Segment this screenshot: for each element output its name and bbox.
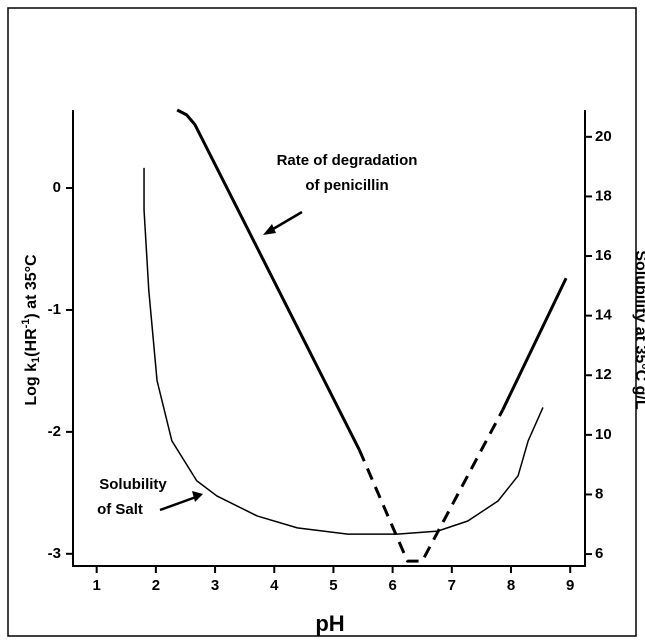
y-label-part: ) at 35°C bbox=[23, 254, 40, 319]
y-tick-label: -2 bbox=[48, 423, 61, 440]
x-tick-label: 4 bbox=[270, 577, 279, 594]
annotation: Solubility bbox=[99, 476, 167, 493]
x-tick-label: 8 bbox=[507, 577, 515, 594]
y2-tick-label: 8 bbox=[595, 485, 603, 502]
y2-tick-label: 16 bbox=[595, 247, 612, 264]
y-label-part: Log k bbox=[23, 363, 40, 406]
y-tick-label: -1 bbox=[48, 301, 61, 318]
arrow bbox=[159, 495, 197, 512]
arrowhead bbox=[263, 224, 276, 235]
x-tick-label: 1 bbox=[93, 577, 101, 594]
x-tick-label: 3 bbox=[211, 577, 219, 594]
y-tick-label: -3 bbox=[48, 545, 61, 562]
y-label-part: 1 bbox=[30, 357, 42, 363]
arrowhead bbox=[192, 491, 203, 502]
y2-tick-label: 6 bbox=[595, 545, 603, 562]
y2-tick-label: 14 bbox=[595, 307, 612, 324]
y-label-part: (HR bbox=[23, 328, 40, 357]
annotation: of Salt bbox=[97, 501, 143, 518]
series-line bbox=[358, 409, 505, 563]
y-axis-label: Log k1(HR-1) at 35°C bbox=[20, 254, 42, 406]
x-tick-label: 6 bbox=[388, 577, 396, 594]
y2-axis-label: Solubility at 35°C g/L bbox=[632, 250, 645, 410]
y2-tick-label: 12 bbox=[595, 366, 612, 383]
series-line bbox=[143, 167, 544, 535]
x-axis-label: pH bbox=[315, 611, 344, 636]
y2-tick-label: 10 bbox=[595, 426, 612, 443]
x-tick-label: 5 bbox=[329, 577, 337, 594]
series-line bbox=[501, 277, 568, 411]
x-tick-label: 9 bbox=[566, 577, 574, 594]
frame bbox=[7, 7, 637, 637]
series-line bbox=[176, 108, 361, 451]
annotation: of penicillin bbox=[305, 177, 388, 194]
annotation: Rate of degradation bbox=[277, 152, 418, 169]
x-tick-label: 7 bbox=[448, 577, 456, 594]
y-label-part: -1 bbox=[20, 319, 32, 329]
y-tick-label: 0 bbox=[53, 179, 61, 196]
y2-tick-label: 18 bbox=[595, 187, 612, 204]
y2-tick-label: 20 bbox=[595, 128, 612, 145]
x-tick-label: 2 bbox=[152, 577, 160, 594]
